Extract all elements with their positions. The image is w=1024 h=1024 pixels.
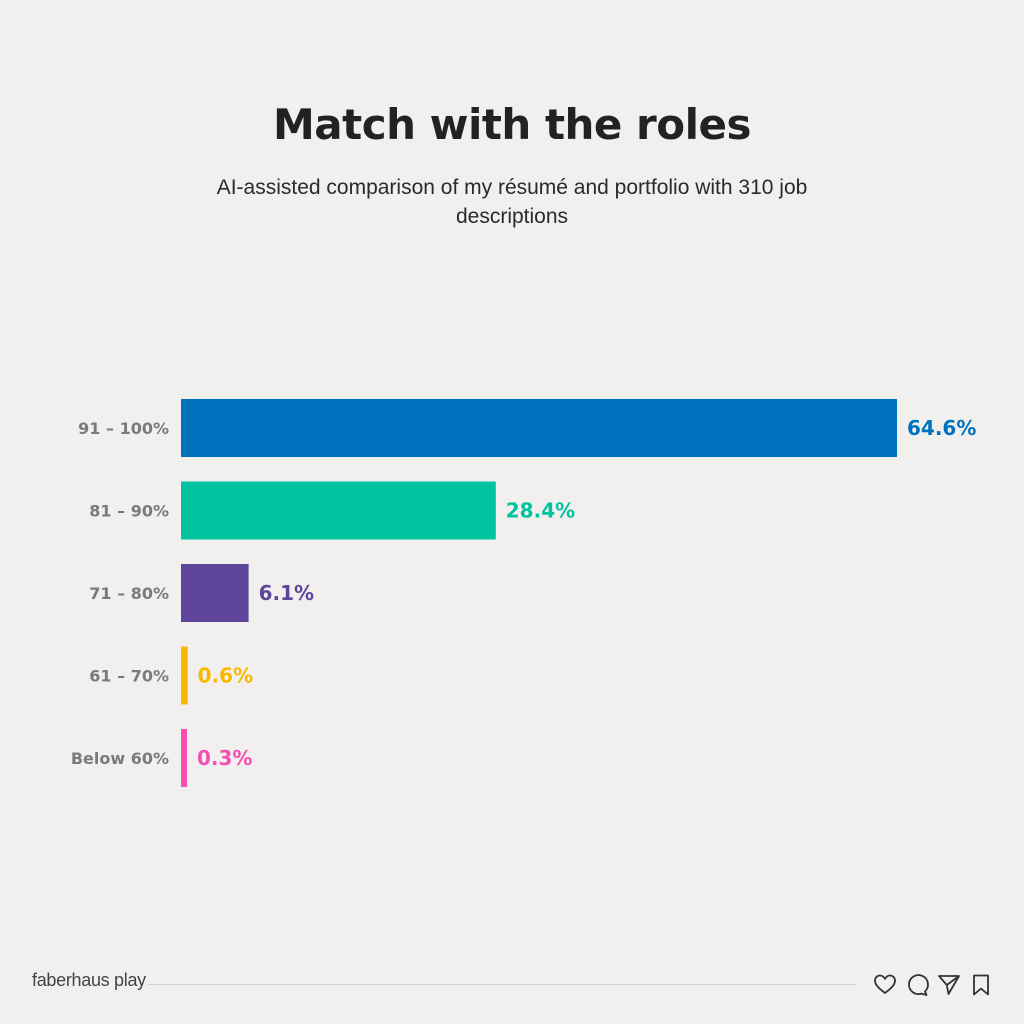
chart-title: Match with the roles [273,100,751,149]
category-label-1: 81 – 90% [89,502,169,521]
bar-0 [181,399,897,457]
value-label-2: 6.1% [259,581,314,605]
footer-divider [148,984,856,985]
heart-icon[interactable] [872,972,898,998]
bar-1 [181,481,496,540]
brand-name: faberhaus play [32,970,146,990]
value-label-3: 0.6% [198,664,253,688]
value-label-1: 28.4% [506,499,575,523]
category-label-0: 91 – 100% [78,419,169,438]
category-label-2: 71 – 80% [89,584,169,603]
chart-subtitle: AI-assisted comparison of my résumé and … [216,176,808,228]
bar-3 [181,646,188,705]
category-label-3: 61 – 70% [89,667,169,686]
send-icon[interactable] [936,972,962,998]
bookmark-icon[interactable] [968,972,994,998]
bar-2 [181,564,249,622]
social-actions [872,972,994,998]
value-label-0: 64.6% [907,416,976,440]
bar-4 [181,729,187,787]
comment-icon[interactable] [904,972,930,998]
value-label-4: 0.3% [197,746,252,770]
category-label-4: Below 60% [71,749,169,768]
